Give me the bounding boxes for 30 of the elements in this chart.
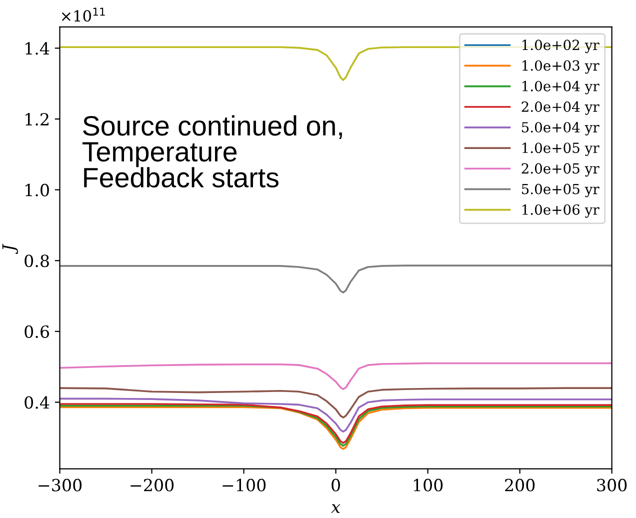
legend-label: 1.0e+04 yr [522, 80, 600, 94]
y-tick-label: 1.2 [26, 112, 48, 126]
legend-label: 1.0e+03 yr [522, 60, 600, 74]
line-series [60, 387, 612, 418]
legend-label: 1.0e+05 yr [522, 142, 600, 156]
x-tick-label: 0 [332, 478, 340, 492]
line-series [60, 398, 612, 433]
x-tick-label: 100 [414, 478, 443, 492]
x-tick-label: −300 [38, 478, 82, 492]
legend-label: 5.0e+04 yr [522, 122, 600, 136]
y-tick-label: 0.6 [24, 325, 50, 338]
annotation: Source continued on, Temperature Feedback starts [82, 115, 342, 188]
legend-label: 1.0e+06 yr [522, 204, 600, 218]
line-series [60, 264, 612, 294]
x-tick-label: −100 [222, 478, 266, 492]
text: ×10$^{11}$ [62, 8, 105, 22]
legend-label: 5.0e+05 yr [522, 184, 600, 198]
x-tick-label: 300 [597, 478, 627, 492]
y-tick-label: 1.0 [26, 184, 49, 196]
x-axis-title: x [331, 504, 340, 513]
y-axis-title: J [2, 244, 18, 254]
x-tick-label: 200 [505, 478, 535, 492]
y-tick-label: 1.4 [26, 42, 50, 55]
line-series [60, 362, 612, 390]
x-tick-label: −200 [130, 478, 174, 492]
legend-label: 2.0e+04 yr [522, 101, 600, 115]
y-tick-label: 0.8 [24, 254, 49, 268]
legend-label: 1.0e+02 yr [522, 40, 600, 54]
y-tick-label: 0.4 [24, 396, 50, 409]
legend-label: 2.0e+05 yr [522, 163, 600, 177]
